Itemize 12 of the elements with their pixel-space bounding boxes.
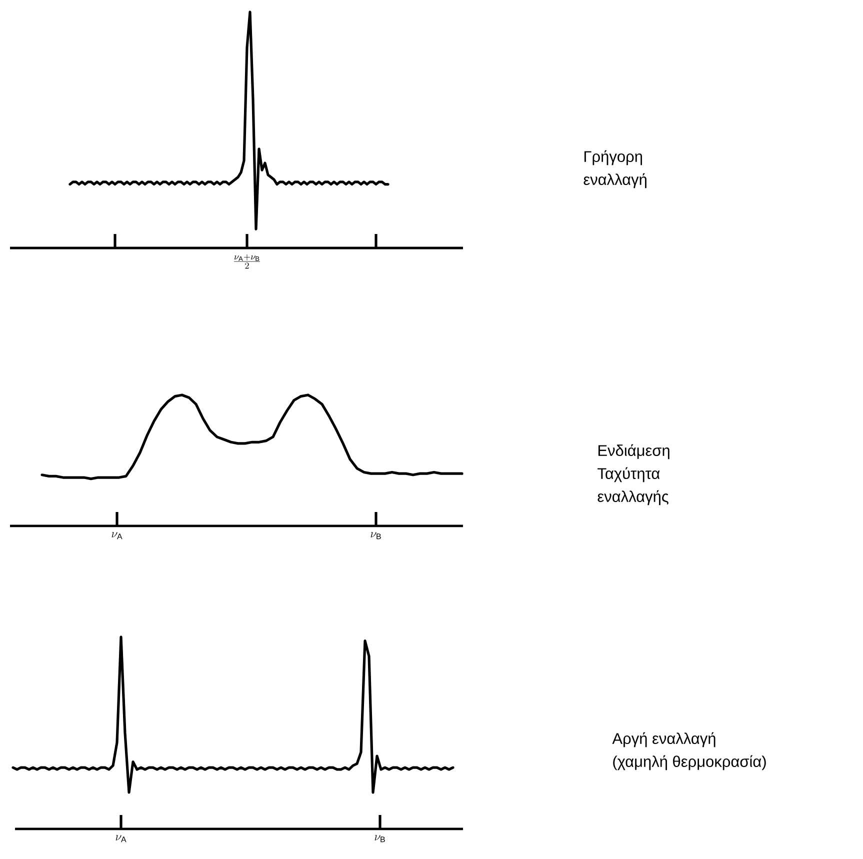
text: Αργή εναλλαγή (612, 732, 716, 748)
text: $\nu_{\mathrm{B}}$ (374, 835, 385, 842)
text: εναλλαγή (584, 173, 646, 188)
text: $\nu_{\mathrm{A}}$ (112, 532, 122, 540)
text: $\nu_{\mathrm{B}}$ (370, 532, 381, 540)
text: Ενδιάμεση (598, 444, 670, 460)
text: $\nu_{\mathrm{A}}$ (116, 835, 126, 842)
text: Γρήγορη (584, 150, 642, 166)
text: (χαμηλή θερμοκρασία) (613, 755, 766, 770)
text: $\frac{\nu_{\mathrm{A}} + \nu_{\mathrm{B}}}{2}$ (234, 254, 260, 269)
text: Ταχύτητα (598, 467, 660, 482)
text: εναλλαγής (598, 490, 668, 506)
